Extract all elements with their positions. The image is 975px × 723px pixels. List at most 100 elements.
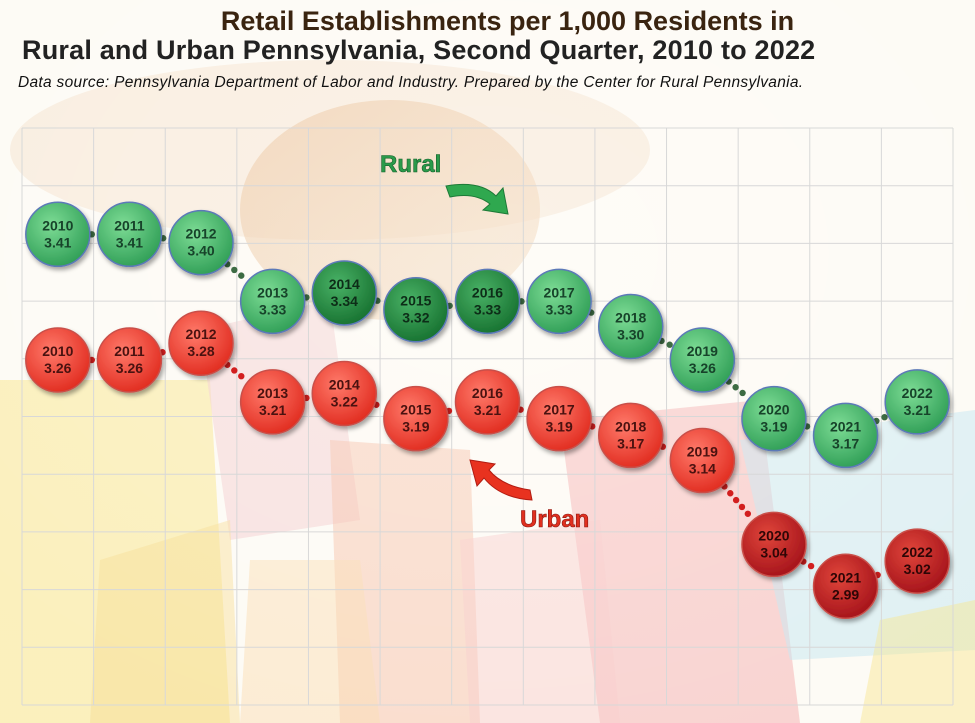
point-bubble [168,310,234,376]
point-value-label: 2.99 [832,586,859,602]
point-bubble [741,385,807,452]
point-year-label: 2017 [544,402,575,418]
point-year-label: 2015 [400,293,431,309]
data-bubbles: 20103.4120113.4120123.4020133.3320143.34… [25,201,950,620]
point-value-label: 3.33 [474,301,501,317]
point-bubble [812,553,879,620]
point-year-label: 2020 [758,402,789,418]
point-value-label: 3.34 [331,293,358,309]
urban-series-label: Urban [520,506,589,533]
point-value-label: 3.19 [545,419,572,435]
point-bubble [669,327,736,393]
point-bubble [884,369,950,435]
point-bubble [597,402,664,469]
point-bubble [311,260,378,326]
point-year-label: 2021 [830,418,861,434]
point-bubble [669,427,736,494]
point-year-label: 2019 [687,444,718,460]
point-value-label: 3.17 [832,435,859,451]
chart-title-line-2: Rural and Urban Pennsylvania, Second Qua… [22,35,816,65]
connector-dot [231,266,238,274]
point-bubble [96,327,163,393]
point-value-label: 3.21 [259,402,286,418]
point-year-label: 2021 [830,569,861,585]
point-value-label: 3.40 [187,243,214,259]
point-value-label: 3.33 [259,301,286,317]
point-value-label: 3.19 [402,419,429,435]
point-bubble [168,209,234,276]
point-value-label: 3.04 [760,544,787,560]
series-annotations: Rural Urban [380,151,590,534]
point-value-label: 3.26 [689,360,716,376]
point-value-label: 3.32 [402,310,429,326]
point-value-label: 3.26 [44,360,71,376]
point-bubble [96,201,163,268]
point-year-label: 2012 [185,226,216,242]
point-bubble [884,528,950,594]
point-bubble [311,360,378,427]
point-year-label: 2022 [902,385,933,401]
point-bubble [454,369,521,435]
point-bubble [25,327,91,393]
point-value-label: 3.21 [474,402,501,418]
point-year-label: 2018 [615,418,646,434]
point-year-label: 2020 [758,527,789,543]
connector-dot [744,510,752,517]
point-bubble [741,511,807,578]
connector-dot [732,496,740,504]
point-value-label: 3.30 [617,326,644,342]
point-year-label: 2017 [544,284,575,300]
point-bubble [526,385,592,452]
connector-dot [727,490,734,497]
rural-series-label: Rural [380,151,441,178]
point-year-label: 2022 [902,544,933,560]
point-year-label: 2016 [472,385,503,401]
point-value-label: 3.41 [116,234,143,250]
point-bubble [812,402,879,469]
point-value-label: 3.22 [331,394,358,410]
point-bubble [597,293,664,360]
point-year-label: 2014 [329,377,360,393]
connector-dot [881,413,888,421]
connector-dot [231,367,238,374]
point-bubble [454,268,521,335]
point-value-label: 3.17 [617,435,644,451]
point-value-label: 3.02 [904,561,931,577]
point-bubble [239,268,306,335]
point-year-label: 2011 [114,343,145,359]
point-year-label: 2016 [472,284,503,300]
connector-dot [739,389,746,397]
point-value-label: 3.28 [187,343,214,359]
point-value-label: 3.26 [116,360,143,376]
point-year-label: 2010 [42,217,73,233]
point-value-label: 3.21 [904,402,931,418]
connector-dot [238,272,245,279]
connector-dot [738,503,746,511]
point-year-label: 2013 [257,385,288,401]
point-year-label: 2011 [114,217,145,233]
point-bubble [383,385,449,452]
point-bubble [25,201,91,268]
